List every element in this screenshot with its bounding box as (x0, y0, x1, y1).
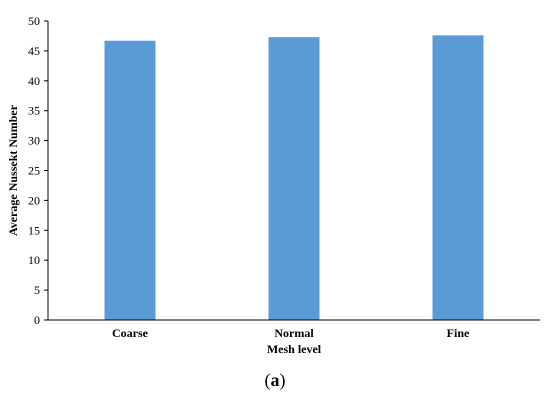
y-tick-label: 15 (28, 223, 40, 237)
caption-close: ) (279, 370, 286, 390)
x-tick-label: Coarse (112, 326, 149, 340)
y-tick-label: 45 (28, 44, 40, 58)
y-tick-label: 0 (34, 313, 40, 327)
bar-fine (432, 35, 484, 321)
y-tick-label: 5 (34, 283, 40, 297)
x-tick-label: Fine (447, 326, 470, 340)
x-axis-title: Mesh level (267, 342, 322, 356)
y-tick-label: 50 (28, 14, 40, 28)
y-axis-title: Average Nussekt Number (6, 104, 20, 236)
y-tick-label: 10 (28, 253, 40, 267)
y-axis: 0 5 10 15 20 25 30 35 40 45 50 (28, 14, 49, 327)
bars-group (104, 35, 484, 321)
y-tick-label: 20 (28, 193, 40, 207)
y-tick-label: 40 (28, 74, 40, 88)
bar-coarse (104, 40, 156, 320)
y-tick-label: 30 (28, 134, 40, 148)
x-tick-label: Normal (274, 326, 314, 340)
y-tick-label: 35 (28, 104, 40, 118)
bar-normal (268, 37, 320, 321)
figure-caption: (a) (0, 370, 550, 391)
y-tick-label: 25 (28, 164, 40, 178)
x-axis: Coarse Normal Fine (48, 319, 540, 340)
bar-chart: 0 5 10 15 20 25 30 35 40 45 50 Coarse Normal Fine Av… (6, 14, 540, 356)
caption-open: ( (264, 370, 271, 390)
caption-letter: a (270, 370, 280, 390)
